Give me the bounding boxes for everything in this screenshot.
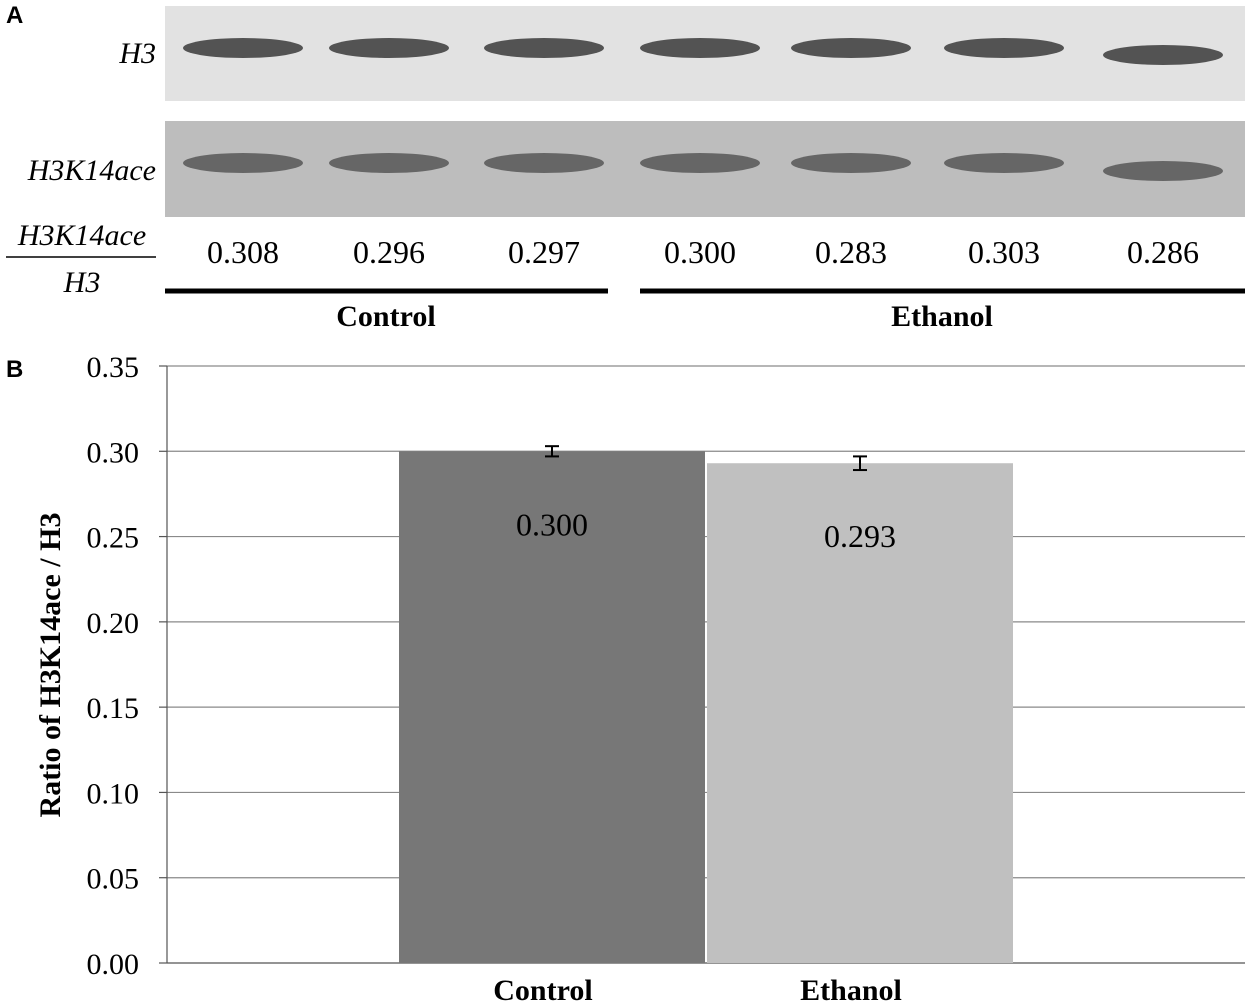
y-tick-label: 0.15 — [87, 692, 140, 725]
y-tick-label: 0.10 — [87, 777, 140, 810]
h3k14ace-band — [1103, 161, 1223, 181]
h3k14ace-band — [484, 153, 604, 173]
h3k14ace-band — [329, 153, 449, 173]
x-category-label: Control — [493, 974, 592, 1007]
ethanol-group-label: Ethanol — [891, 300, 993, 333]
h3-band — [329, 38, 449, 58]
h3-band — [944, 38, 1064, 58]
y-tick-label: 0.35 — [87, 351, 140, 384]
y-tick-label: 0.05 — [87, 863, 140, 896]
h3-row-label: H3 — [118, 37, 156, 70]
y-axis-title: Ratio of H3K14ace / H3 — [34, 513, 67, 818]
y-tick-label: 0.00 — [87, 948, 140, 981]
bar-data-label: 0.300 — [516, 506, 588, 542]
h3-band — [1103, 45, 1223, 65]
lane-ratio-value: 0.296 — [353, 234, 425, 270]
lane-ratio-value: 0.308 — [207, 234, 279, 270]
lane-ratio-value: 0.300 — [664, 234, 736, 270]
h3k14ace-band — [183, 153, 303, 173]
lane-ratio-value: 0.303 — [968, 234, 1040, 270]
ratio-numerator-label: H3K14ace — [17, 219, 146, 252]
h3k14ace-band — [944, 153, 1064, 173]
h3-band — [484, 38, 604, 58]
lane-ratio-value: 0.286 — [1127, 234, 1199, 270]
h3-band — [183, 38, 303, 58]
h3-band — [791, 38, 911, 58]
panel-b-letter: B — [6, 356, 24, 383]
y-tick-label: 0.25 — [87, 522, 140, 555]
h3-band — [640, 38, 760, 58]
h3k14ace-row-label: H3K14ace — [27, 154, 156, 187]
panel-a-letter: A — [6, 2, 24, 29]
y-tick-label: 0.30 — [87, 436, 140, 469]
ratio-denominator-label: H3 — [63, 266, 101, 299]
x-category-label: Ethanol — [800, 974, 902, 1007]
bar-data-label: 0.293 — [824, 518, 896, 554]
h3k14ace-band — [791, 153, 911, 173]
lane-ratio-value: 0.297 — [508, 234, 580, 270]
lane-ratio-value: 0.283 — [815, 234, 887, 270]
bar — [707, 463, 1013, 963]
h3k14ace-band — [640, 153, 760, 173]
y-tick-label: 0.20 — [87, 607, 140, 640]
bar — [399, 451, 705, 963]
control-group-label: Control — [336, 300, 435, 333]
